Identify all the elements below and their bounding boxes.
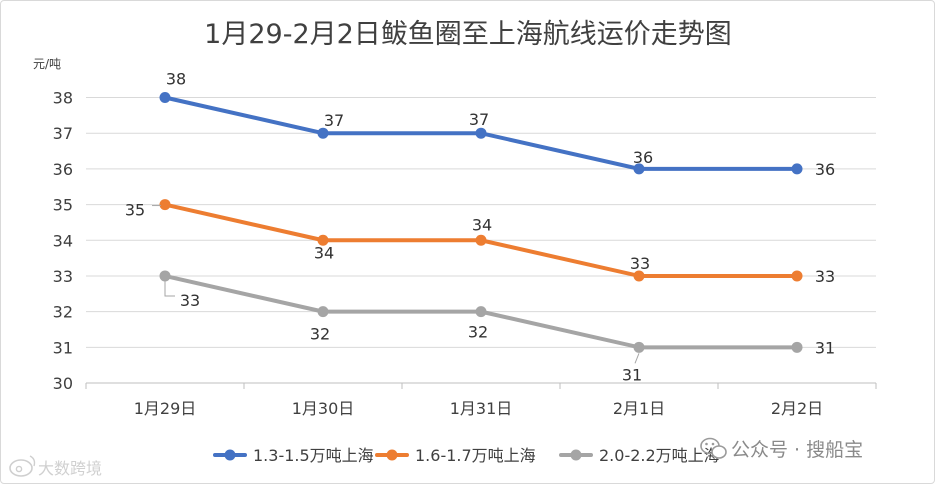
data-label: 31 — [622, 365, 642, 384]
data-point — [791, 341, 803, 353]
data-point — [159, 199, 171, 211]
leader-line — [634, 353, 640, 364]
data-point — [633, 341, 645, 353]
wechat-watermark: 公众号 · 搜船宝 — [731, 439, 863, 461]
data-point — [317, 306, 329, 318]
data-label: 31 — [815, 338, 835, 357]
x-tick-label: 2月1日 — [613, 399, 665, 418]
data-label: 36 — [815, 160, 835, 179]
data-point — [475, 306, 487, 318]
data-label: 32 — [310, 325, 330, 344]
data-label: 35 — [125, 201, 145, 220]
data-point — [633, 163, 645, 175]
legend-swatch-marker — [224, 449, 236, 461]
data-label: 37 — [469, 110, 489, 129]
data-point — [475, 234, 487, 246]
y-tick-label: 31 — [53, 338, 73, 357]
legend-entry: 1.3-1.5万吨上海 — [253, 446, 374, 465]
data-label: 32 — [468, 323, 488, 342]
y-tick-label: 38 — [53, 89, 73, 108]
data-point — [791, 270, 803, 282]
x-tick-label: 1月29日 — [134, 399, 197, 418]
x-tick-label: 2月2日 — [771, 399, 823, 418]
data-label: 38 — [166, 70, 186, 89]
y-tick-label: 33 — [53, 267, 73, 286]
leader-line — [164, 280, 175, 297]
data-label: 33 — [180, 291, 200, 310]
legend-entry: 1.6-1.7万吨上海 — [415, 446, 536, 465]
data-point — [159, 92, 171, 103]
data-label: 34 — [314, 243, 334, 262]
data-point — [475, 127, 487, 139]
data-point — [791, 163, 803, 175]
y-tick-label: 30 — [53, 374, 73, 393]
data-point — [159, 270, 171, 282]
x-tick-label: 1月30日 — [292, 399, 355, 418]
data-point — [317, 234, 329, 246]
y-tick-label: 37 — [53, 124, 73, 143]
data-point — [317, 127, 329, 139]
weibo-watermark: 大数跨境 — [38, 459, 102, 478]
legend-swatch-marker — [386, 449, 398, 461]
data-label: 33 — [815, 267, 835, 286]
y-tick-label: 35 — [53, 196, 73, 215]
y-tick-label: 32 — [53, 303, 73, 322]
chart-title: 1月29-2月2日鲅鱼圈至上海航线运价走势图 — [204, 19, 732, 50]
y-tick-label: 36 — [53, 160, 73, 179]
data-label: 37 — [324, 111, 344, 130]
data-label: 36 — [633, 148, 653, 167]
y-tick-label: 34 — [53, 231, 73, 250]
weibo-icon — [9, 455, 36, 477]
data-label: 33 — [630, 254, 650, 273]
data-point — [633, 270, 645, 282]
legend-entry: 2.0-2.2万吨上海 — [599, 446, 720, 465]
legend-swatch-marker — [570, 449, 582, 461]
x-tick-label: 1月31日 — [450, 399, 513, 418]
data-label: 34 — [472, 215, 492, 234]
y-axis-unit-label: 元/吨 — [33, 57, 61, 71]
wechat-icon — [700, 437, 727, 459]
